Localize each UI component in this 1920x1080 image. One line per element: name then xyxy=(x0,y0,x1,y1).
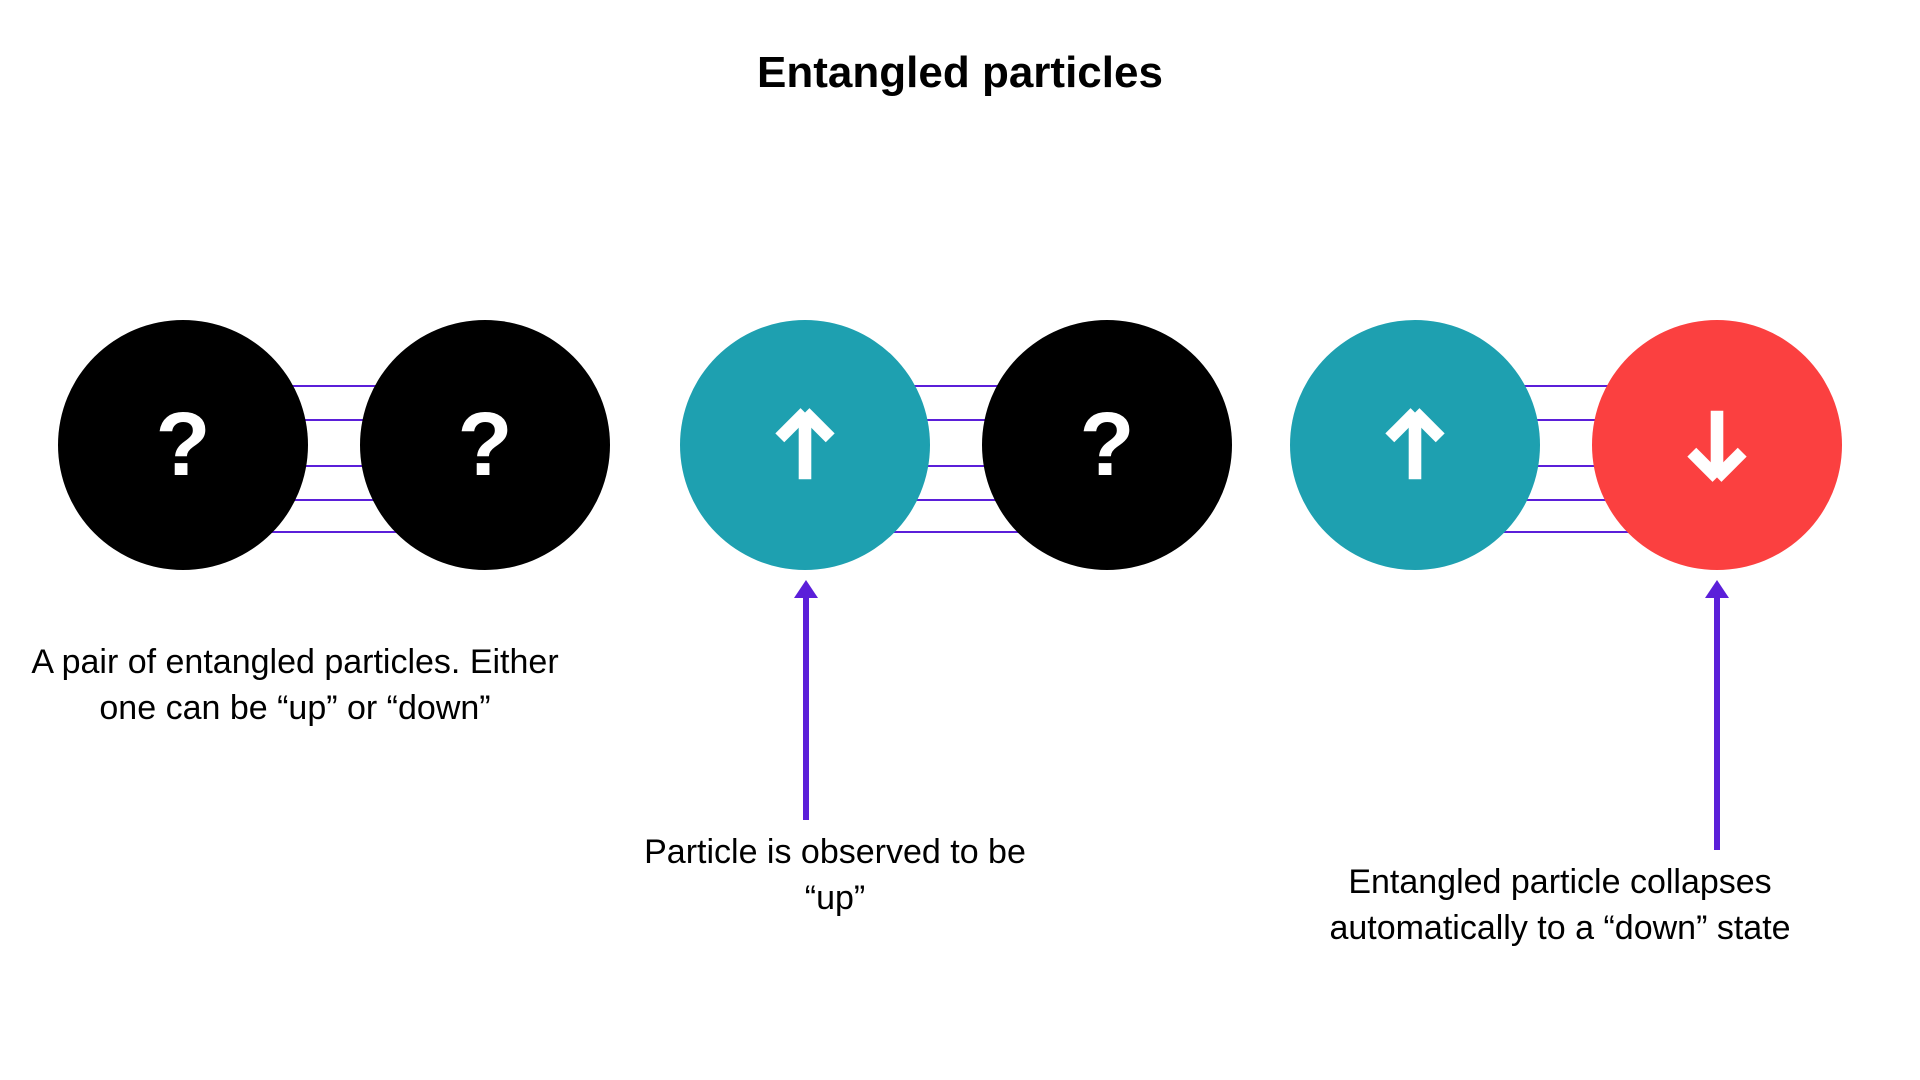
question-icon: ? xyxy=(1080,394,1135,497)
question-icon: ? xyxy=(458,394,513,497)
panel-2: ? xyxy=(680,320,1232,570)
arrow-up-icon xyxy=(760,400,850,490)
panel-1-caption: A pair of entangled particles. Either on… xyxy=(30,640,560,732)
page-title: Entangled particles xyxy=(0,48,1920,98)
arrow-up-icon xyxy=(1370,400,1460,490)
panel-3 xyxy=(1290,320,1842,570)
panel-3-pointer-arrow-icon xyxy=(1716,580,1718,850)
particle-left xyxy=(680,320,930,570)
particle-left xyxy=(1290,320,1540,570)
particle-right: ? xyxy=(982,320,1232,570)
panel-2-caption: Particle is observed to be “up” xyxy=(610,830,1060,922)
panel-3-caption: Entangled particle collapses automatical… xyxy=(1280,860,1840,952)
particle-right xyxy=(1592,320,1842,570)
particle-left: ? xyxy=(58,320,308,570)
question-icon: ? xyxy=(156,394,211,497)
panel-2-pointer-arrow-icon xyxy=(805,580,807,820)
arrow-down-icon xyxy=(1672,400,1762,490)
panel-1: ?? xyxy=(58,320,610,570)
particle-right: ? xyxy=(360,320,610,570)
